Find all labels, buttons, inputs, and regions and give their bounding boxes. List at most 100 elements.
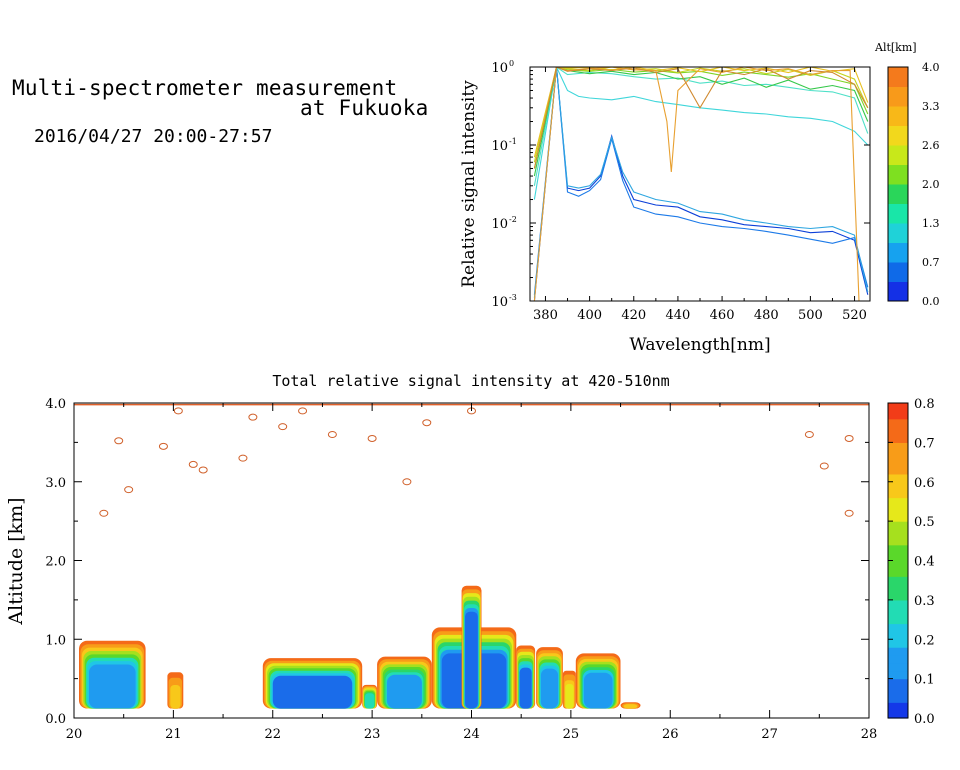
heatmap-region-6-layer-7 [465, 611, 478, 709]
heatmap-y-tick-label-4: 4.0 [45, 397, 66, 412]
intensity-colorbar-swatch-33 [888, 450, 908, 459]
intensity-colorbar-swatch-27 [888, 497, 908, 506]
altitude-colorbar-swatch-11 [888, 67, 908, 87]
spectrum-x-axis-label: Wavelength[nm] [629, 335, 770, 355]
spectrum-x-ticks: 380 400 420 440 460 480 500 520 [533, 67, 867, 323]
altitude-colorbar-swatch-4 [888, 203, 908, 224]
heatmap-x-tick-label-0: 20 [66, 727, 83, 742]
heatmap-region-10-layer-7 [583, 672, 613, 709]
heatmap-region-4-layer-7 [386, 674, 422, 709]
heatmap-region-9-layer-7 [565, 684, 574, 709]
spectrum-y-tick-label-1: 10 [491, 217, 508, 232]
intensity-colorbar-swatch-9 [888, 639, 908, 648]
spectrum-series-line-8 [533, 67, 869, 158]
heatmap-contour-speck-1 [114, 437, 124, 445]
heatmap-contour-speck-2 [158, 442, 168, 450]
intensity-colorbar-swatch-21 [888, 544, 908, 554]
intensity-colorbar-swatch-32 [888, 458, 908, 467]
intensity-colorbar-tick-1: 0.1 [914, 673, 935, 688]
heatmap-contour-speck-7 [278, 423, 288, 431]
intensity-colorbar-swatch-26 [888, 505, 908, 514]
intensity-colorbar-swatch-19 [888, 560, 908, 569]
spectrum-series-line-6 [533, 67, 869, 169]
heatmap-contour-speck-6 [248, 413, 258, 421]
intensity-colorbar-tick-4: 0.4 [914, 555, 935, 570]
spectrum-x-tick-label-6: 500 [798, 308, 823, 323]
heatmap-contour-speck-8 [298, 407, 308, 415]
intensity-colorbar-swatch-17 [888, 576, 908, 585]
spectrum-x-tick-label-1: 400 [577, 308, 602, 323]
spectrum-series-group [533, 67, 869, 301]
heatmap-x-tick-label-2: 22 [264, 727, 281, 742]
spectrum-plot-frame [529, 66, 871, 302]
heatmap-x-tick-label-3: 23 [364, 727, 381, 742]
altitude-colorbar-tick-6: 4.0 [922, 61, 940, 74]
altitude-time-heatmap: Total relative signal intensity at 420-5… [5, 372, 935, 742]
intensity-colorbar-swatch-22 [888, 536, 908, 546]
heatmap-x-tick-label-1: 21 [165, 727, 182, 742]
altitude-colorbar-swatch-1 [888, 262, 908, 282]
spectrum-y-tick-label-2: 10 [491, 139, 508, 154]
heatmap-region-8-layer-7 [540, 668, 559, 709]
altitude-colorbar-swatch-5 [888, 184, 908, 204]
heatmap-y-tick-label-3: 3.0 [45, 476, 66, 491]
heatmap-contour-speck-11 [402, 478, 412, 486]
intensity-colorbar-swatch-0 [888, 710, 908, 719]
heatmap-x-tick-label-5: 25 [563, 727, 580, 742]
intensity-colorbar: 0.0 0.1 0.2 0.3 0.4 0.5 0.6 0.7 0.8 [887, 397, 935, 727]
heatmap-contour-speck-17 [819, 462, 829, 470]
intensity-colorbar-swatch-10 [888, 631, 908, 640]
spectrum-x-tick-label-7: 520 [842, 308, 867, 323]
altitude-colorbar-tick-5: 3.3 [922, 100, 940, 113]
intensity-colorbar-swatch-15 [888, 592, 908, 601]
altitude-colorbar-tick-1: 0.7 [922, 256, 940, 269]
spectrum-series-line-2 [533, 67, 869, 298]
intensity-colorbar-swatch-16 [888, 584, 908, 593]
spectrum-x-tick-label-3: 440 [666, 308, 691, 323]
heatmap-contour-speck-5 [238, 454, 248, 462]
intensity-colorbar-swatch-11 [888, 623, 908, 632]
heatmap-x-tick-label-8: 28 [861, 727, 878, 742]
altitude-colorbar-tick-0: 0.0 [922, 295, 940, 308]
spectrum-series-line-10 [533, 67, 869, 169]
intensity-colorbar-swatch-37 [888, 418, 908, 428]
heatmap-region-1-layer-7 [170, 685, 181, 709]
spectrum-series-line-3 [533, 67, 869, 200]
spectrum-y-tick-exponent-1: -2 [509, 215, 517, 224]
spectrum-x-tick-label-2: 420 [621, 308, 646, 323]
intensity-colorbar-swatch-12 [888, 615, 908, 625]
altitude-colorbar-tick-2: 1.3 [922, 217, 940, 230]
altitude-colorbar-swatch-9 [888, 106, 908, 126]
intensity-colorbar-tick-2: 0.2 [914, 633, 935, 648]
altitude-colorbar-tick-3: 2.0 [922, 178, 940, 191]
intensity-colorbar-swatch-35 [888, 434, 908, 443]
heatmap-region-0-layer-7 [89, 664, 136, 709]
spectrum-y-tick-exponent-0: -3 [509, 293, 517, 302]
heatmap-contour-speck-15 [124, 486, 134, 494]
altitude-colorbar-swatch-8 [888, 125, 908, 146]
intensity-colorbar-swatch-8 [888, 647, 908, 656]
heatmap-regions [79, 585, 641, 709]
heatmap-contour-speck-10 [367, 434, 377, 442]
heatmap-contours [74, 403, 869, 517]
heatmap-x-ticks: 20 21 22 23 24 25 26 27 28 [66, 403, 878, 742]
heatmap-y-tick-label-0: 0.0 [45, 712, 66, 727]
spectrum-x-tick-label-4: 460 [710, 308, 735, 323]
altitude-colorbar-swatch-2 [888, 242, 908, 263]
heatmap-region-11-layer-7 [624, 704, 637, 709]
heatmap-contour-speck-4 [198, 466, 208, 474]
spectrum-x-tick-label-5: 480 [754, 308, 779, 323]
heatmap-y-tick-label-2: 2.0 [45, 555, 66, 570]
heatmap-y-tick-label-1: 1.0 [45, 633, 66, 648]
altitude-colorbar-swatch-10 [888, 86, 908, 107]
intensity-colorbar-tick-6: 0.6 [914, 476, 935, 491]
altitude-colorbar-swatch-7 [888, 145, 908, 165]
intensity-colorbar-tick-7: 0.7 [914, 436, 935, 451]
heatmap-contour-speck-12 [422, 419, 432, 427]
spectrum-y-tick-exponent-3: 0 [509, 59, 514, 68]
intensity-colorbar-swatch-7 [888, 655, 908, 664]
altitude-colorbar-swatch-6 [888, 164, 908, 185]
heatmap-contour-speck-18 [844, 509, 854, 517]
